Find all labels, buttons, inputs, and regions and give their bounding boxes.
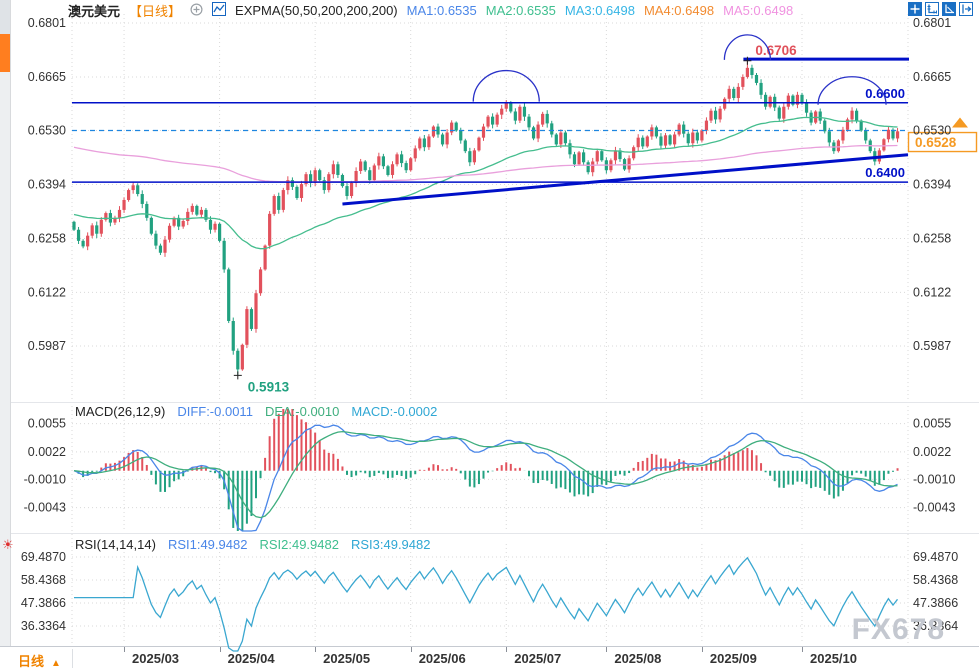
macd-hist-value: MACD:-0.0002 <box>351 404 438 419</box>
svg-text:69.4870: 69.4870 <box>21 550 66 564</box>
svg-text:0.6122: 0.6122 <box>913 285 951 299</box>
x-axis-tick <box>701 647 703 652</box>
chevron-up-icon: ▲ <box>51 658 61 669</box>
rsi-name: RSI(14,14,14) <box>75 537 156 552</box>
svg-text:0.6706: 0.6706 <box>755 43 797 58</box>
axis-scale-filled-icon[interactable] <box>942 2 956 16</box>
ma5-value: MA5:0.6498 <box>723 3 794 18</box>
x-axis-label: 2025/09 <box>709 651 757 666</box>
ma1-value: MA1:0.6535 <box>406 3 477 18</box>
svg-text:58.4368: 58.4368 <box>21 573 66 587</box>
macd-name: MACD(26,12,9) <box>75 404 166 419</box>
time-axis-bar: 日线 ▲ 2025/03 2025/04 2025/05 2025/06 2025/07 2… <box>0 646 979 669</box>
svg-text:0.5987: 0.5987 <box>28 339 66 353</box>
macd-diff-value: DIFF:-0.0011 <box>177 404 253 419</box>
ma2-value: MA2:0.6535 <box>485 3 556 18</box>
svg-text:0.0022: 0.0022 <box>28 445 66 459</box>
svg-text:0.6801: 0.6801 <box>28 16 66 30</box>
x-axis-label: 2025/10 <box>810 651 857 666</box>
x-axis-tick <box>802 647 803 652</box>
x-axis-label: 2025/08 <box>614 651 662 666</box>
svg-text:69.4870: 69.4870 <box>913 550 958 564</box>
svg-text:0.6665: 0.6665 <box>913 70 951 84</box>
bar-divider <box>72 649 73 668</box>
x-axis-label: 2025/04 <box>227 651 275 666</box>
svg-text:0.5987: 0.5987 <box>913 339 951 353</box>
x-axis-label: 2025/06 <box>418 651 466 666</box>
svg-text:36.3364: 36.3364 <box>913 619 958 633</box>
svg-text:0.0022: 0.0022 <box>913 445 951 459</box>
chart-header: 澳元美元 【日线】 EXPMA(50,50,200,200,200) MA1:0… <box>68 1 793 20</box>
svg-text:47.3866: 47.3866 <box>913 596 958 610</box>
svg-text:-0.0010: -0.0010 <box>913 472 955 486</box>
ma3-value: MA3:0.6498 <box>564 3 635 18</box>
svg-text:0.6394: 0.6394 <box>28 178 66 192</box>
period-tag[interactable]: 【日线】 <box>129 4 182 19</box>
indicator-name: EXPMA(50,50,200,200,200) <box>235 3 398 18</box>
svg-text:0.0055: 0.0055 <box>913 417 951 431</box>
x-axis-tick <box>506 647 508 652</box>
svg-text:36.3364: 36.3364 <box>21 619 66 633</box>
chart-toolbar <box>908 2 973 16</box>
svg-text:0.6394: 0.6394 <box>913 178 951 192</box>
svg-text:58.4368: 58.4368 <box>913 573 958 587</box>
x-axis-tick <box>606 647 608 652</box>
rsi3-value: RSI3:49.9482 <box>350 537 431 552</box>
svg-text:0.6400: 0.6400 <box>865 165 905 180</box>
rsi2-value: RSI2:49.9482 <box>259 537 339 552</box>
watermark: FX678 <box>851 613 945 646</box>
strip-orange-segment <box>0 34 10 72</box>
svg-text:0.0055: 0.0055 <box>28 417 66 431</box>
sun-indicator-icon[interactable]: ☀ <box>2 537 14 552</box>
rsi-header: RSI(14,14,14) RSI1:49.9482 RSI2:49.9482 … <box>75 537 430 552</box>
strip-gray-segment <box>0 0 10 34</box>
svg-text:0.6530: 0.6530 <box>913 124 951 138</box>
svg-text:0.6600: 0.6600 <box>865 86 905 101</box>
x-axis-label: 2025/07 <box>514 651 562 666</box>
left-toolbar-strip[interactable] <box>0 0 11 669</box>
period-selector[interactable]: 日线 ▲ <box>18 654 61 669</box>
symbol-name: 澳元美元 <box>68 4 121 19</box>
svg-text:0.6530: 0.6530 <box>28 124 66 138</box>
crosshair-icon[interactable] <box>908 2 922 16</box>
x-axis-tick <box>410 647 412 652</box>
rsi1-value: RSI1:49.9482 <box>167 537 248 552</box>
indicator-chart-icon[interactable] <box>212 2 227 19</box>
svg-text:0.6528: 0.6528 <box>915 135 957 150</box>
svg-text:0.6801: 0.6801 <box>913 16 951 30</box>
macd-header: MACD(26,12,9) DIFF:-0.0011 DEA:-0.0010 M… <box>75 404 437 419</box>
axis-scale-icon[interactable] <box>925 2 939 16</box>
svg-text:0.6122: 0.6122 <box>28 285 66 299</box>
svg-text:0.6665: 0.6665 <box>28 70 66 84</box>
svg-text:47.3866: 47.3866 <box>21 596 66 610</box>
exit-fullscreen-icon[interactable] <box>959 2 973 16</box>
svg-text:-0.0010: -0.0010 <box>24 472 66 486</box>
x-axis-label: 2025/05 <box>323 651 371 666</box>
svg-text:0.6258: 0.6258 <box>28 231 66 245</box>
svg-text:0.5913: 0.5913 <box>248 379 290 394</box>
svg-text:0.6258: 0.6258 <box>913 231 951 245</box>
svg-text:-0.0043: -0.0043 <box>913 501 955 515</box>
x-axis-tick <box>124 647 126 652</box>
x-axis-label: 2025/03 <box>132 651 180 666</box>
ma4-value: MA4:0.6498 <box>643 3 715 18</box>
add-indicator-icon[interactable] <box>190 2 203 19</box>
x-axis-tick <box>315 647 317 652</box>
x-axis-tick <box>219 647 221 652</box>
svg-text:-0.0043: -0.0043 <box>24 501 66 515</box>
macd-dea-value: DEA:-0.0010 <box>264 404 340 419</box>
